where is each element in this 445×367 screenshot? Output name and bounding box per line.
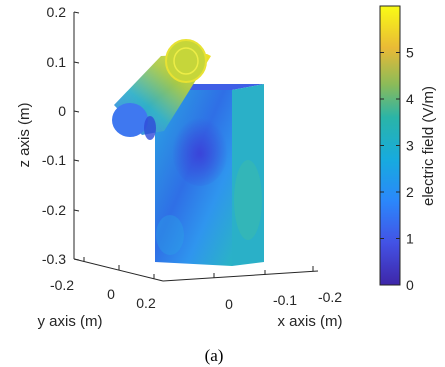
colorbar-ticks [380,52,400,286]
colorbar-tick-labels: 5 4 3 2 1 0 [406,45,414,294]
z-tick-label: -0.1 [42,152,66,168]
cylinder-end-bottom [112,103,148,137]
colorbar-tick-label: 3 [406,138,414,154]
x-axis-line [162,270,319,282]
cylinder-box-junction [144,116,156,140]
plot-axes [73,11,319,282]
z-tick-label: -0.3 [42,251,66,267]
colorbar: 5 4 3 2 1 0 electric field (V/m) [379,5,437,294]
x-tick-labels: 0 -0.1 -0.2 [225,289,342,312]
x-tick-label: -0.1 [273,292,297,308]
y-tick-label: 0 [107,286,115,302]
y-tick-label: 0.2 [136,295,156,311]
z-tick-label: 0.1 [47,54,67,70]
colorbar-label: electric field (V/m) [420,86,437,206]
z-tick-labels: 0.2 0.1 0 -0.1 -0.2 -0.3 [42,4,66,267]
box-field-hotspot [172,114,228,186]
colorbar-tick-label: 0 [406,277,414,293]
z-tick-label: 0 [58,103,66,119]
x-axis-label: x axis (m) [278,313,343,330]
cylinder-end-top [165,39,207,83]
colorbar-tick-label: 5 [406,45,414,61]
colorbar-tick-label: 2 [406,184,414,200]
z-axis-label: z axis (m) [16,103,33,168]
z-tick-label: 0.2 [47,4,67,20]
y-axis-label: y axis (m) [38,313,103,330]
figure-caption: (a) [205,346,224,365]
colorbar-tick-label: 1 [406,231,414,247]
x-tick-label: -0.2 [318,289,342,305]
y-tick-labels: -0.2 0 0.2 [50,277,156,311]
box-surface [155,84,264,266]
x-tick-label: 0 [225,296,233,312]
z-tick-label: -0.2 [42,202,66,218]
y-tick-label: -0.2 [50,277,74,293]
colorbar-tick-label: 4 [406,91,414,107]
box-side-face [232,84,264,266]
cylinder-surface [112,39,211,140]
